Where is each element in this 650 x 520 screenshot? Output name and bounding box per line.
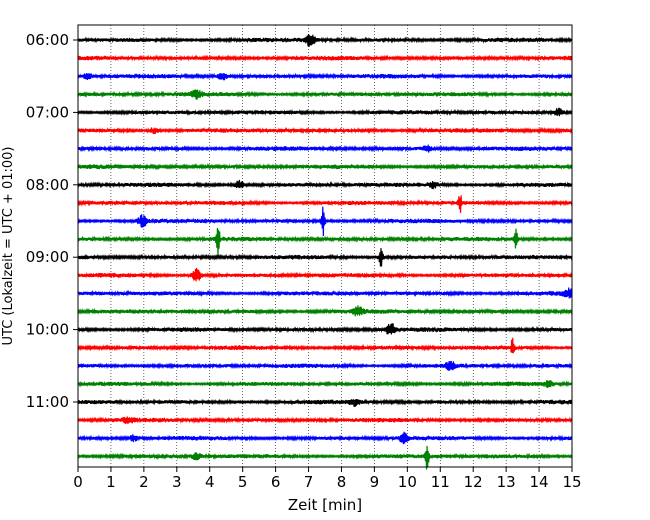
x-tick-label-14: 14 bbox=[530, 473, 549, 491]
trace-0745 bbox=[77, 162, 573, 171]
x-axis-ticks: 0 1 2 3 4 5 6 7 8 9 10 11 12 13 14 15 bbox=[73, 467, 582, 491]
x-tick-label-0: 0 bbox=[73, 473, 83, 491]
x-tick-label-4: 4 bbox=[205, 473, 215, 491]
trace-0615 bbox=[77, 54, 573, 62]
trace-1000 bbox=[77, 323, 573, 335]
trace-0845 bbox=[77, 228, 573, 257]
y-tick-label-1100: 11:00 bbox=[26, 393, 69, 411]
trace-0600 bbox=[77, 33, 573, 47]
trace-0830 bbox=[77, 206, 573, 237]
trace-0930 bbox=[77, 287, 573, 299]
trace-1045 bbox=[77, 379, 573, 389]
plot-frame bbox=[77, 24, 573, 468]
x-axis-label: Zeit [min] bbox=[288, 496, 362, 514]
trace-1030 bbox=[77, 360, 573, 371]
x-tick-label-15: 15 bbox=[562, 473, 581, 491]
trace-1130 bbox=[77, 431, 573, 445]
trace-0800 bbox=[77, 179, 573, 190]
x-tick-label-12: 12 bbox=[464, 473, 483, 491]
x-tick-label-7: 7 bbox=[304, 473, 314, 491]
trace-0630 bbox=[77, 72, 573, 81]
trace-0730 bbox=[77, 144, 573, 153]
x-tick-label-13: 13 bbox=[497, 473, 516, 491]
x-tick-label-9: 9 bbox=[370, 473, 380, 491]
y-axis-ticks: 06:00 07:00 08:00 09:00 10:00 11:00 bbox=[26, 31, 78, 411]
x-tick-label-10: 10 bbox=[398, 473, 417, 491]
y-tick-label-0600: 06:00 bbox=[26, 31, 69, 49]
trace-lines bbox=[77, 33, 573, 470]
trace-1115 bbox=[77, 416, 573, 425]
trace-0900 bbox=[77, 248, 573, 267]
trace-0715 bbox=[77, 126, 573, 135]
x-tick-label-3: 3 bbox=[172, 473, 182, 491]
trace-0815 bbox=[77, 195, 573, 213]
y-tick-label-0900: 09:00 bbox=[26, 248, 69, 266]
trace-0645 bbox=[77, 89, 573, 100]
trace-1015 bbox=[77, 337, 573, 354]
y-tick-label-1000: 10:00 bbox=[26, 321, 69, 339]
y-axis-label: UTC (Lokalzeit = UTC + 01:00) bbox=[1, 147, 16, 346]
trace-0945 bbox=[77, 305, 573, 317]
x-tick-label-1: 1 bbox=[106, 473, 116, 491]
trace-0915 bbox=[77, 267, 573, 282]
trace-1100 bbox=[77, 398, 573, 407]
x-tick-label-11: 11 bbox=[431, 473, 450, 491]
y-tick-label-0700: 07:00 bbox=[26, 103, 69, 121]
x-tick-label-6: 6 bbox=[271, 473, 281, 491]
trace-0700 bbox=[77, 107, 573, 117]
trace-1145 bbox=[77, 445, 573, 470]
y-tick-label-0800: 08:00 bbox=[26, 176, 69, 194]
x-tick-label-8: 8 bbox=[337, 473, 347, 491]
x-tick-label-2: 2 bbox=[139, 473, 149, 491]
x-tick-label-5: 5 bbox=[238, 473, 248, 491]
